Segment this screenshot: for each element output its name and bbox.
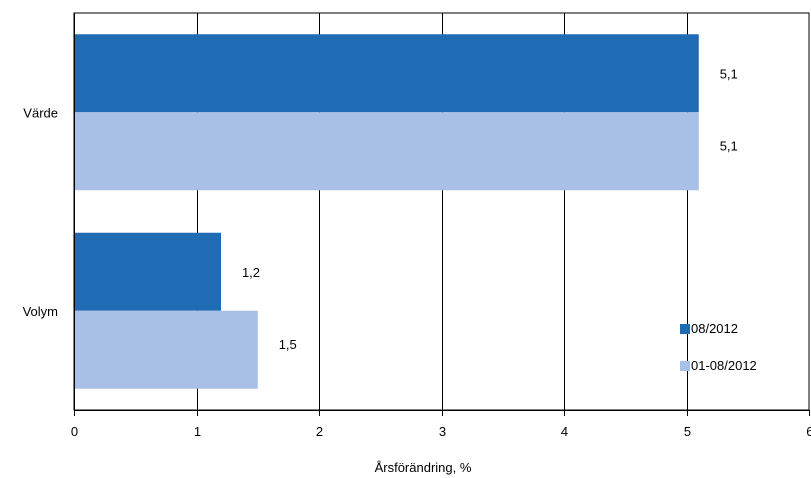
x-tick-label: 2 bbox=[316, 424, 323, 439]
x-tick-label: 4 bbox=[561, 424, 568, 439]
x-tick-labels: 0 1 2 3 4 5 6 bbox=[71, 424, 811, 439]
legend-label: 08/2012 bbox=[691, 321, 738, 336]
data-label: 5,1 bbox=[720, 66, 738, 81]
bar bbox=[74, 34, 699, 113]
data-labels: 5,1 5,1 1,2 1,5 bbox=[242, 66, 738, 352]
legend-label: 01-08/2012 bbox=[691, 358, 757, 373]
x-tick-label: 1 bbox=[194, 424, 201, 439]
legend: 08/2012 01-08/2012 bbox=[680, 321, 757, 373]
category-label: Volym bbox=[23, 304, 58, 319]
category-labels: Värde Volym bbox=[23, 105, 58, 319]
x-tick-label: 3 bbox=[439, 424, 446, 439]
data-label: 1,2 bbox=[242, 265, 260, 280]
x-tick-label: 6 bbox=[806, 424, 811, 439]
bar bbox=[74, 112, 699, 191]
x-axis-title: Årsförändring, % bbox=[375, 460, 472, 475]
bar bbox=[74, 232, 221, 311]
legend-swatch bbox=[680, 361, 690, 371]
bars bbox=[74, 34, 699, 389]
axes bbox=[74, 13, 810, 416]
data-label: 1,5 bbox=[279, 337, 297, 352]
bar bbox=[74, 310, 258, 389]
category-label: Värde bbox=[23, 105, 58, 120]
x-tick-label: 5 bbox=[684, 424, 691, 439]
data-label: 5,1 bbox=[720, 138, 738, 153]
legend-swatch bbox=[680, 324, 690, 334]
x-tick-label: 0 bbox=[71, 424, 78, 439]
